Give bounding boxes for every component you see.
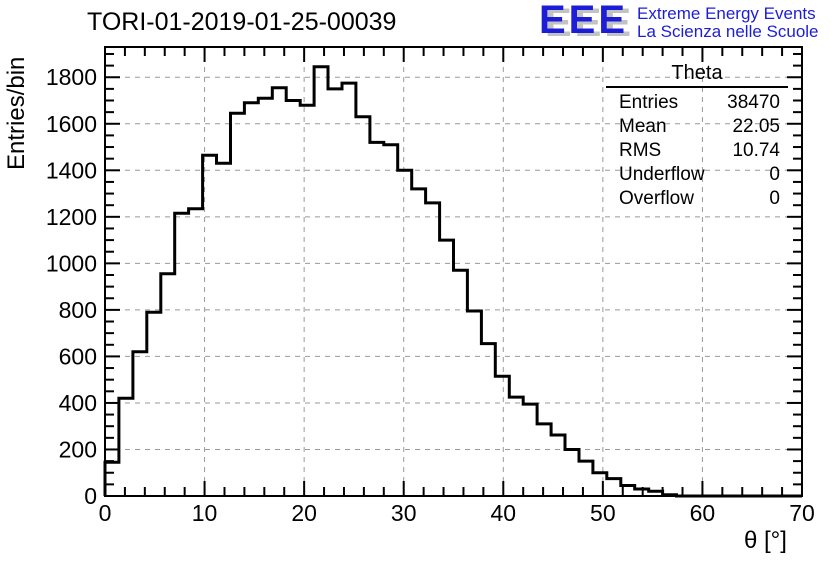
y-tick-label: 400 xyxy=(59,390,97,416)
eee-logo: EEE Extreme Energy Events La Scienza nel… xyxy=(539,0,819,42)
stats-row-label: Underflow xyxy=(619,164,705,185)
eee-logo-line1: Extreme Energy Events xyxy=(637,4,816,23)
page-title: TORI-01-2019-01-25-00039 xyxy=(87,8,397,36)
stats-box: Theta Entries 38470 Mean 22.05 RMS 10.74 Under… xyxy=(606,62,788,211)
stats-row: RMS 10.74 xyxy=(606,139,788,163)
x-tick-label: 10 xyxy=(192,500,218,526)
stats-row: Underflow 0 xyxy=(606,163,788,187)
histogram-line xyxy=(103,65,802,498)
x-tick-label: 40 xyxy=(490,500,516,526)
eee-logo-text: Extreme Energy Events La Scienza nelle S… xyxy=(637,5,818,41)
stats-row-label: RMS xyxy=(619,140,662,161)
stats-row: Entries 38470 xyxy=(606,91,788,115)
stats-box-title: Theta xyxy=(606,62,788,88)
stats-row-value: 22.05 xyxy=(732,116,780,137)
y-tick-label: 1800 xyxy=(46,64,97,90)
stats-row-label: Entries xyxy=(619,92,679,113)
y-tick-label: 1600 xyxy=(46,111,97,137)
stats-box-rows: Entries 38470 Mean 22.05 RMS 10.74 Underflow 0 O… xyxy=(606,88,788,211)
x-tick-label: 0 xyxy=(99,500,112,526)
eee-logo-letters-icon: EEE xyxy=(539,0,629,42)
stats-row-value: 10.74 xyxy=(732,140,780,161)
stats-row-value: 0 xyxy=(769,188,780,209)
x-tick-label: 30 xyxy=(391,500,417,526)
eee-logo-line2: La Scienza nelle Scuole xyxy=(637,22,819,41)
x-tick-label: 70 xyxy=(789,500,815,526)
plot-frame xyxy=(104,46,803,497)
x-tick-label: 50 xyxy=(590,500,616,526)
y-tick-label: 1000 xyxy=(46,250,97,276)
stats-row: Mean 22.05 xyxy=(606,115,788,139)
y-tick-label: 600 xyxy=(59,343,97,369)
x-tick-label: 60 xyxy=(690,500,716,526)
y-tick-label: 800 xyxy=(59,297,97,323)
y-axis-title: Entries/bin xyxy=(3,56,30,170)
stats-row-value: 0 xyxy=(769,164,780,185)
y-tick-label: 0 xyxy=(84,483,97,509)
y-tick-label: 1400 xyxy=(46,157,97,183)
stats-row-label: Overflow xyxy=(619,188,694,209)
stats-row-label: Mean xyxy=(619,116,667,137)
y-tick-label: 1200 xyxy=(46,204,97,230)
stats-row: Overflow 0 xyxy=(606,187,788,211)
stats-row-value: 38470 xyxy=(727,92,780,113)
x-axis-title: θ [°] xyxy=(744,527,787,554)
x-tick-label: 20 xyxy=(291,500,317,526)
y-tick-label: 200 xyxy=(59,436,97,462)
